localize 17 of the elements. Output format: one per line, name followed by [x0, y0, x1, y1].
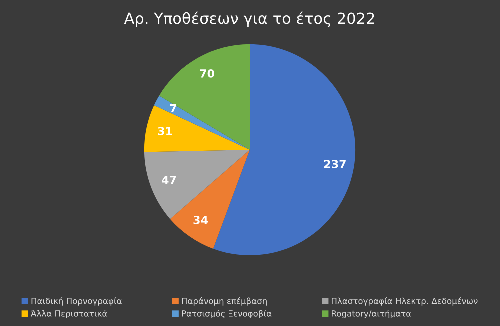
- data-label: 31: [158, 127, 172, 136]
- data-label: 47: [162, 176, 176, 184]
- legend-label: Άλλα Περιστατικά: [31, 310, 108, 318]
- legend-label: Rogatory/αιτήματα: [332, 310, 412, 318]
- pie-slice: [144, 105, 250, 152]
- pie-slice: [159, 44, 250, 150]
- data-label: 7: [170, 104, 176, 113]
- data-label: 70: [200, 70, 214, 78]
- legend-label: Ρατσισμός Ξενοφοβία: [182, 310, 272, 318]
- legend-label: Πλαστογραφία Ηλεκτρ. Δεδομένων: [332, 298, 478, 306]
- chart-title: Αρ. Υποθέσεων για το έτος 2022: [124, 12, 374, 28]
- pie-slice: [213, 44, 356, 256]
- data-label: 34: [194, 216, 208, 224]
- legend-label: Παιδική Πορνογραφία: [32, 298, 122, 306]
- data-label: 237: [324, 160, 346, 168]
- pie-slice: [154, 96, 250, 150]
- legend-label: Παράνομη επέμβαση: [182, 298, 267, 306]
